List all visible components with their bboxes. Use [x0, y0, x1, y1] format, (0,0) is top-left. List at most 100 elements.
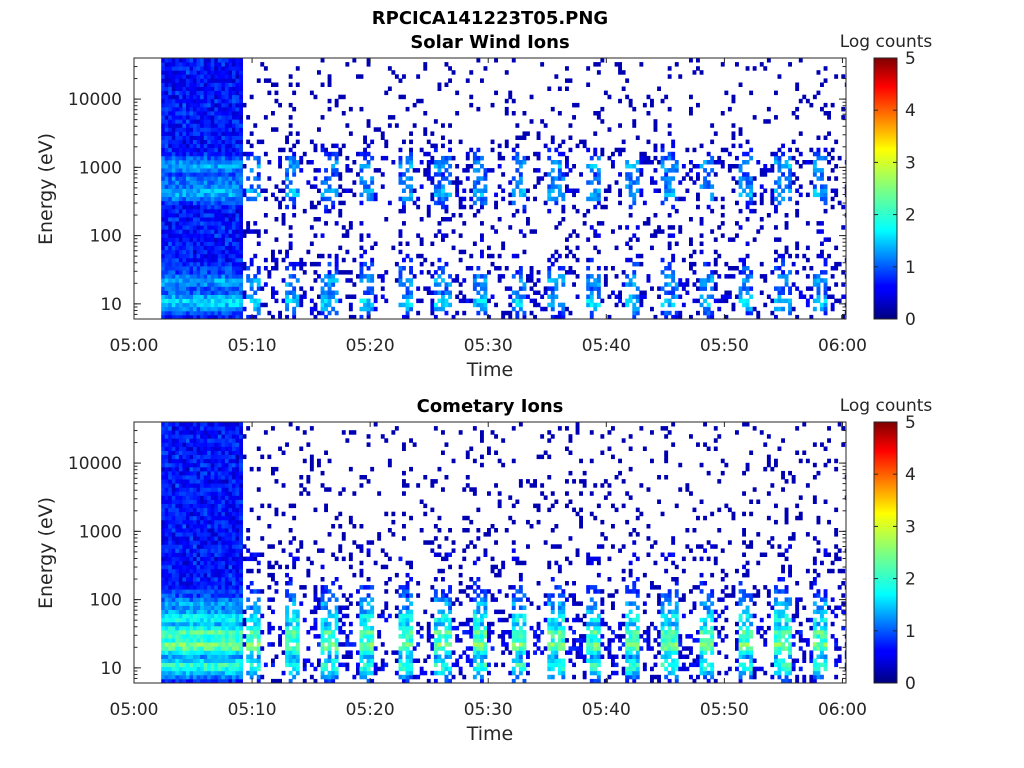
heatmap-cell: [189, 540, 194, 545]
heatmap-cell: [189, 233, 194, 238]
heatmap-cell: [164, 621, 169, 627]
heatmap-cell: [228, 249, 233, 255]
heatmap-cell: [653, 143, 658, 149]
heatmap-cell: [221, 503, 226, 509]
heatmap-cell: [334, 172, 339, 177]
heatmap-cell: [685, 147, 690, 153]
heatmap-cell: [611, 151, 615, 157]
heatmap-cell: [207, 233, 212, 238]
heatmap-cell: [798, 151, 803, 157]
heatmap-cell: [798, 294, 803, 299]
heatmap-cell: [214, 466, 219, 472]
heatmap-cell: [193, 111, 197, 116]
heatmap-cell: [193, 139, 197, 145]
heatmap-cell: [678, 196, 683, 202]
heatmap-cell: [214, 658, 219, 663]
heatmap-cell: [302, 151, 307, 157]
heatmap-cell: [547, 192, 552, 198]
heatmap-cell: [200, 98, 204, 104]
heatmap-cell: [161, 475, 166, 480]
heatmap-cell: [398, 270, 403, 275]
heatmap-cell: [703, 306, 707, 312]
heatmap-cell: [182, 621, 187, 627]
heatmap-cell: [469, 94, 474, 100]
heatmap-cell: [200, 184, 204, 189]
heatmap-cell: [207, 314, 212, 319]
heatmap-cell: [508, 192, 513, 198]
heatmap-cell: [224, 310, 229, 316]
heatmap-cell: [196, 564, 201, 570]
heatmap-cell: [182, 180, 187, 185]
heatmap-cell: [632, 294, 637, 299]
heatmap-cell: [228, 82, 233, 87]
heatmap-cell: [292, 306, 297, 312]
heatmap-cell: [565, 184, 569, 189]
heatmap-cell: [178, 172, 183, 177]
heatmap-cell: [731, 135, 736, 140]
heatmap-cell: [221, 458, 226, 464]
heatmap-cell: [557, 160, 562, 165]
heatmap-cell: [224, 274, 229, 279]
heatmap-cell: [164, 135, 169, 140]
heatmap-cell: [820, 106, 824, 112]
heatmap-cell: [508, 314, 513, 319]
heatmap-cell: [781, 151, 785, 157]
heatmap-cell: [437, 184, 442, 189]
heatmap-cell: [224, 160, 229, 165]
heatmap-cell: [175, 106, 180, 112]
heatmap-cell: [511, 200, 516, 206]
heatmap-cell: [508, 200, 513, 206]
heatmap-cell: [660, 270, 665, 275]
heatmap-cell: [178, 434, 183, 439]
heatmap-cell: [193, 86, 197, 91]
heatmap-cell: [221, 123, 226, 128]
heatmap-cell: [483, 196, 488, 202]
heatmap-cell: [781, 290, 785, 295]
heatmap-cell: [161, 458, 166, 464]
heatmap-cell: [844, 310, 846, 316]
heatmap-cell: [299, 298, 304, 304]
heatmap-cell: [193, 180, 197, 185]
heatmap-cell: [763, 274, 768, 279]
heatmap-cell: [186, 605, 190, 610]
heatmap-cell: [844, 257, 846, 263]
heatmap-cell: [217, 204, 222, 210]
heatmap-cell: [802, 253, 807, 259]
heatmap-cell: [210, 536, 215, 541]
heatmap-cell: [217, 564, 222, 570]
heatmap-cell: [745, 184, 750, 189]
heatmap-cell: [299, 294, 304, 299]
heatmap-cell: [745, 160, 750, 165]
heatmap-cell: [182, 422, 187, 427]
heatmap-cell: [692, 298, 697, 304]
heatmap-cell: [235, 196, 240, 202]
heatmap-cell: [727, 266, 732, 271]
heatmap-cell: [795, 213, 800, 218]
heatmap-cell: [398, 208, 403, 214]
heatmap-cell: [224, 213, 229, 218]
heatmap-cell: [186, 446, 190, 451]
heatmap-cell: [476, 266, 481, 271]
heatmap-cell: [348, 294, 353, 299]
heatmap-cell: [224, 491, 229, 496]
heatmap-cell: [161, 470, 166, 476]
heatmap-cell: [224, 155, 229, 161]
heatmap-cell: [738, 270, 743, 275]
heatmap-cell: [448, 164, 452, 169]
heatmap-cell: [221, 548, 226, 553]
heatmap-cell: [178, 524, 183, 529]
heatmap-cell: [200, 302, 204, 308]
heatmap-cell: [189, 151, 194, 157]
heatmap-cell: [164, 94, 169, 100]
heatmap-cell: [207, 135, 212, 140]
heatmap-cell: [193, 135, 197, 140]
heatmap-cell: [189, 422, 194, 427]
heatmap-cell: [706, 278, 711, 283]
heatmap-cell: [210, 180, 215, 185]
heatmap-cell: [161, 568, 166, 574]
heatmap-cell: [178, 204, 183, 210]
heatmap-cell: [384, 90, 389, 96]
heatmap-cell: [494, 192, 498, 198]
heatmap-cell: [554, 160, 559, 165]
heatmap-cell: [550, 106, 555, 112]
